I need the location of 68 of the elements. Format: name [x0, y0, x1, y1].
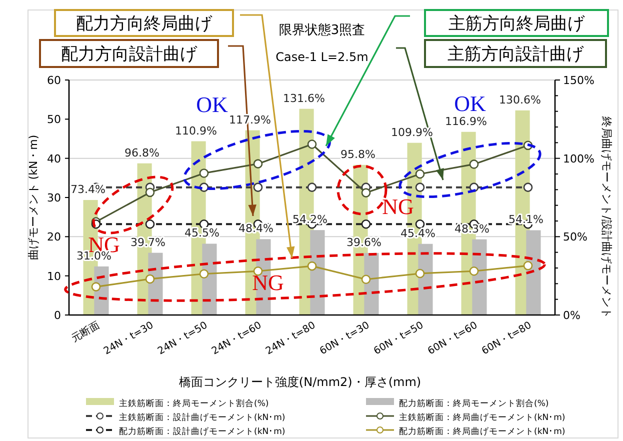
legend-label: 主鉄筋断面：設計曲げモーメント(kN･m) [119, 412, 286, 423]
data-label: 45.5% [184, 226, 220, 240]
point [307, 182, 317, 192]
point [91, 282, 101, 292]
point [361, 274, 371, 284]
point [523, 182, 533, 192]
text: 配力方向設計曲げ [61, 44, 198, 64]
data-label: 95.8% [340, 148, 376, 161]
point [469, 266, 479, 276]
data-label: 54.1% [508, 213, 544, 226]
point [253, 182, 263, 192]
data-label: 39.6% [346, 236, 382, 249]
y-tick-label: 20 [47, 230, 61, 244]
point [415, 219, 425, 229]
data-label: 110.9% [175, 124, 217, 138]
legend-label: 主鉄筋断面：終局モーメント割合(%) [119, 398, 269, 409]
annotation: NG [382, 194, 414, 219]
y-tick-label: 50 [47, 113, 61, 126]
point [415, 169, 425, 179]
y-tick-label: 40 [47, 152, 61, 166]
point [199, 168, 209, 178]
point [415, 182, 425, 192]
x-axis-title: 橋面コンクリート強度(N/mm2)・厚さ(mm) [178, 375, 422, 389]
data-label: 116.9% [445, 114, 487, 128]
text: 主筋方向設計曲げ [448, 44, 584, 64]
y-tick-label: 0 [54, 309, 61, 322]
y2-tick-label: 100% [563, 152, 594, 166]
y2-tick-label: 0% [563, 309, 580, 322]
point [361, 188, 371, 198]
legend-label: 配力筋断面：終局モーメント割合(%) [399, 398, 549, 409]
y-tick-label: 10 [47, 270, 61, 283]
y-tick-label: 60 [47, 74, 61, 87]
point [145, 219, 155, 229]
point [145, 274, 155, 284]
legend-label: 配力筋断面：終局曲げモーメント(kN･m) [399, 426, 566, 437]
chart-subtitle: Case-1 L=2.5m [276, 50, 368, 64]
data-label: 45.4% [400, 226, 436, 240]
text: 配力方向終局曲げ [76, 14, 213, 34]
point [523, 261, 533, 270]
point [145, 188, 155, 198]
point [307, 261, 317, 271]
data-label: 130.6% [499, 93, 541, 106]
annotation: OK [454, 91, 486, 116]
data-label: 48.4% [238, 222, 274, 236]
annotation: OK [196, 92, 228, 117]
annotation: NG [252, 270, 284, 295]
point [469, 160, 479, 169]
data-label: 131.6% [283, 92, 325, 105]
point [361, 219, 371, 229]
data-label: 48.3% [454, 222, 490, 236]
point [307, 140, 317, 149]
y-axis-title: 曲げモーメント (kN・m) [27, 134, 40, 260]
legend-label: 主鉄筋断面：終局曲げモーメント(kN･m) [399, 412, 566, 423]
x-tick-label: 元断面 [70, 319, 102, 345]
y-tick-label: 30 [47, 192, 61, 204]
data-label: 39.7% [130, 236, 166, 249]
point [253, 159, 263, 168]
y2-axis-title: 終局曲げモーメント/設計曲げモーメント [600, 116, 613, 318]
y2-tick-label: 50% [563, 230, 588, 244]
legend-label: 配力筋断面：設計曲げモーメント(kN･m) [119, 426, 286, 437]
point [199, 269, 209, 279]
point [253, 266, 263, 276]
y2-tick-label: 150% [563, 74, 594, 87]
data-label: 96.8% [124, 146, 160, 160]
text: 主筋方向終局曲げ [448, 14, 586, 34]
point [415, 268, 425, 278]
data-label: 54.2% [292, 213, 328, 226]
chart-title: 限界状態3照査 [278, 23, 366, 38]
